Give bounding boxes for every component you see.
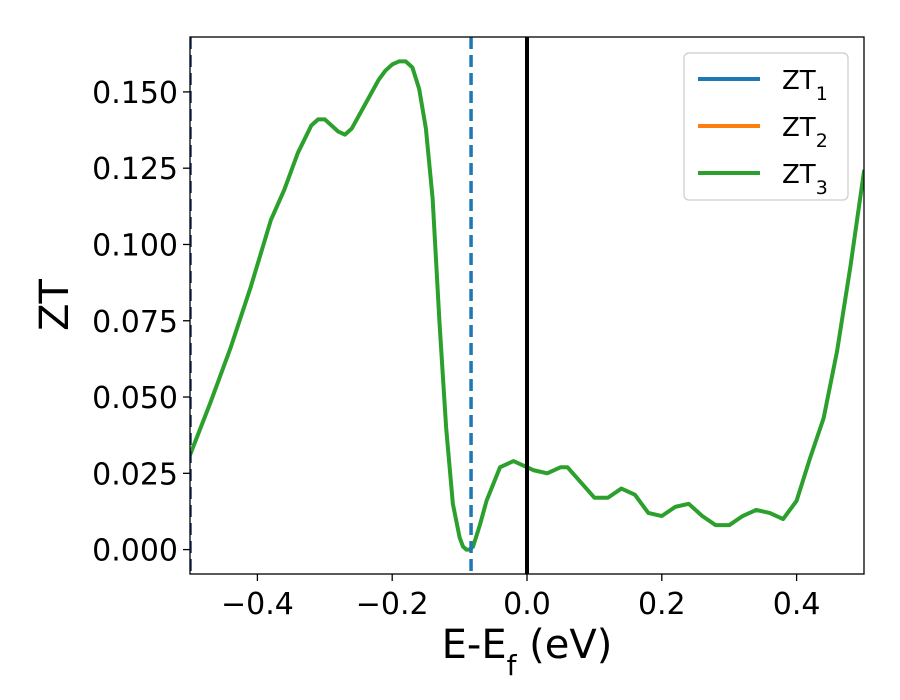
x-tick-label: 0.0 [503, 587, 551, 622]
legend-frame [683, 52, 849, 201]
y-axis-title: ZT [32, 279, 78, 331]
y-tick-label: 0.075 [92, 305, 178, 340]
x-axis-title: E-Ef (eV) [442, 622, 613, 682]
legend-label-zt1: ZT1 [782, 66, 828, 105]
axes: −0.4 −0.2 0.0 0.2 0.4 0.000 0.025 0.050 0.075 0.1… [92, 36, 865, 622]
x-tick-label: 0.2 [638, 587, 686, 622]
x-tick-label: 0.4 [773, 587, 821, 622]
y-tick-label: 0.025 [92, 457, 178, 492]
plot-area [190, 37, 864, 574]
legend-label-zt3: ZT3 [782, 160, 828, 199]
series-line-zt3 [190, 59, 864, 552]
legend-label-zt2: ZT2 [782, 113, 828, 152]
y-tick-label: 0.000 [92, 534, 178, 569]
x-tick-label: −0.4 [221, 587, 294, 622]
y-tick-label: 0.150 [92, 76, 178, 111]
y-tick-label: 0.050 [92, 381, 178, 416]
legend: ZT1 ZT2 ZT3 [683, 52, 849, 201]
y-tick-label: 0.125 [92, 152, 178, 187]
y-tick-label: 0.100 [92, 228, 178, 263]
x-tick-label: −0.2 [356, 587, 429, 622]
